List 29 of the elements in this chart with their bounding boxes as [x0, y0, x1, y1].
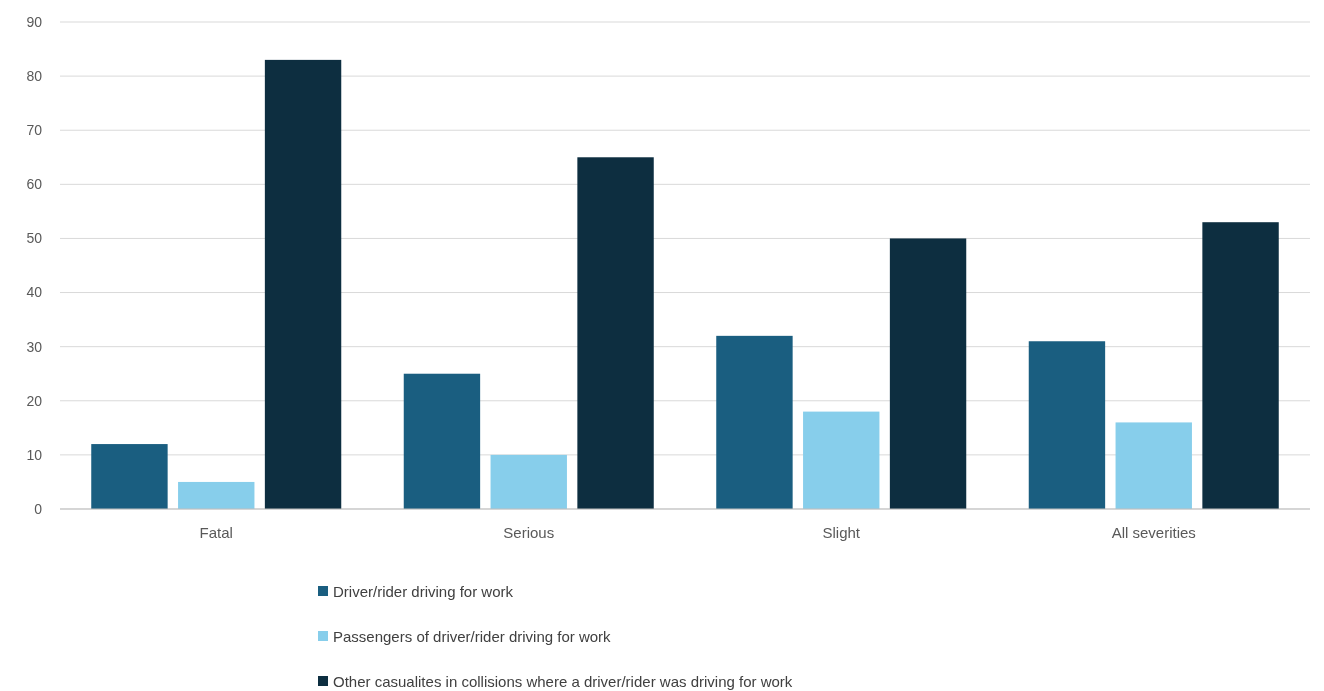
y-tick-label: 30 — [26, 338, 43, 355]
legend-label: Other casualites in collisions where a driver/rider was driving for work — [333, 673, 793, 691]
bar — [803, 411, 880, 509]
x-tick-label: Serious — [503, 524, 555, 541]
y-tick-label: 80 — [26, 68, 43, 85]
bar — [716, 335, 793, 509]
x-tick-label: Fatal — [199, 524, 233, 541]
bar — [403, 373, 481, 509]
bar — [1202, 222, 1279, 509]
legend-label: Passengers of driver/rider driving for work — [333, 628, 612, 646]
y-tick-label: 60 — [26, 176, 43, 193]
y-tick-label: 50 — [26, 230, 43, 247]
y-tick-label: 0 — [34, 500, 43, 517]
bar — [91, 444, 168, 509]
x-tick-label: Slight — [822, 524, 861, 541]
bar — [178, 481, 255, 509]
x-tick-label: All severities — [1111, 524, 1196, 541]
legend-label: Driver/rider driving for work — [333, 583, 514, 601]
y-tick-label: 10 — [26, 446, 43, 463]
bar — [577, 157, 654, 509]
bar — [889, 238, 967, 509]
y-tick-label: 70 — [26, 122, 43, 139]
bar — [264, 59, 342, 509]
bar — [1028, 341, 1106, 509]
bar — [1115, 422, 1192, 509]
y-tick-label: 90 — [26, 13, 43, 30]
y-tick-label: 40 — [26, 284, 43, 301]
bar — [490, 454, 567, 509]
y-tick-label: 20 — [26, 392, 43, 409]
